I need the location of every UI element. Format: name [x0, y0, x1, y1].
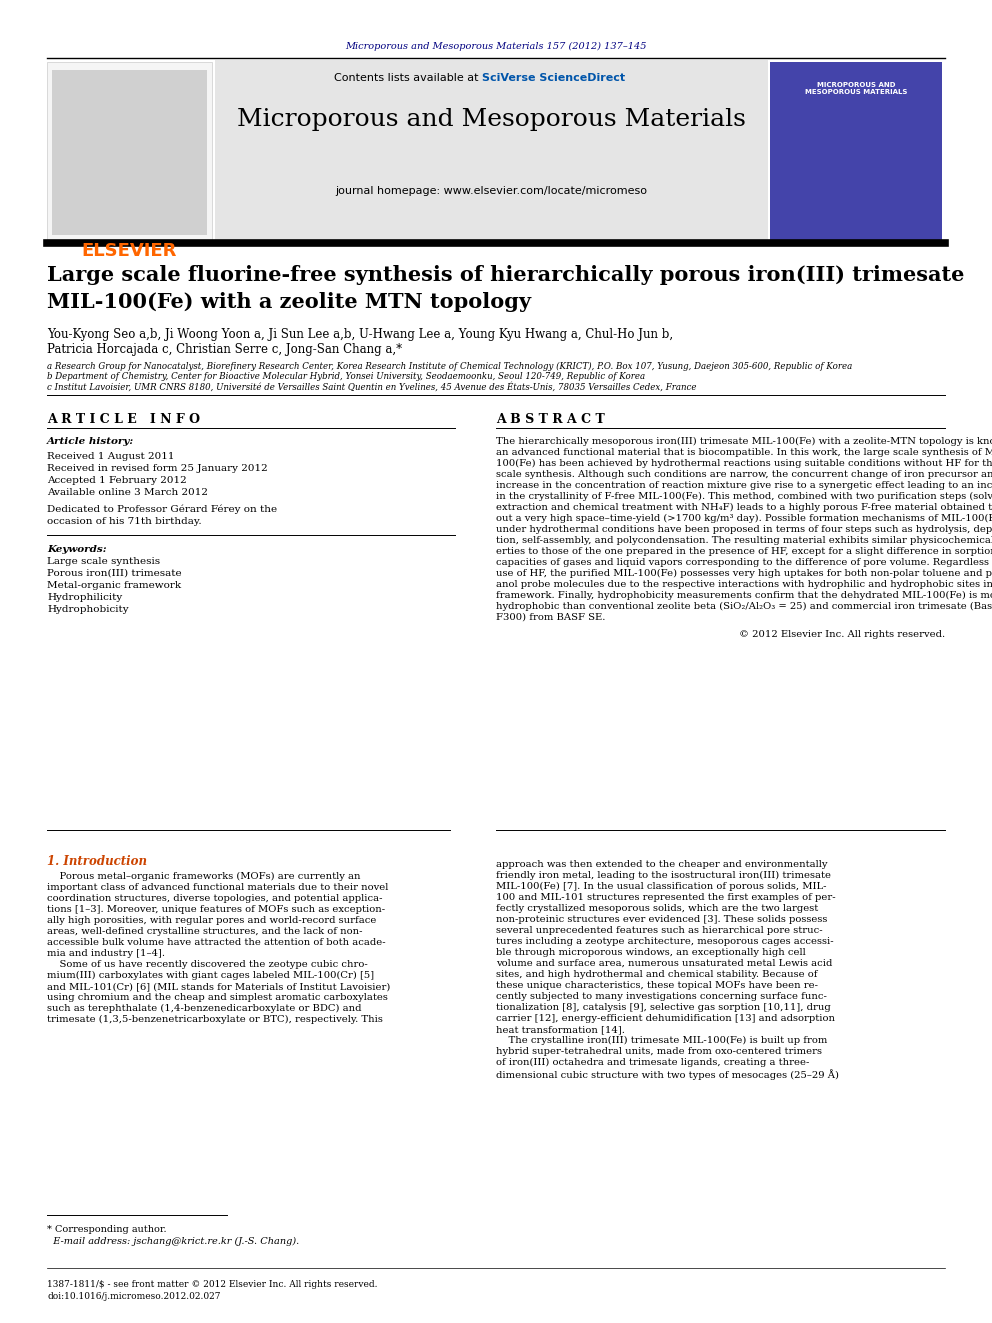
Text: a Research Group for Nanocatalyst, Biorefinery Research Center, Korea Research I: a Research Group for Nanocatalyst, Biore…: [47, 363, 852, 372]
Bar: [47, 62, 212, 239]
Text: occasion of his 71th birthday.: occasion of his 71th birthday.: [47, 517, 201, 527]
Text: scale synthesis. Although such conditions are narrow, the concurrent change of i: scale synthesis. Although such condition…: [496, 470, 992, 479]
Bar: [215, 60, 768, 242]
Text: such as terephthalate (1,4-benzenedicarboxylate or BDC) and: such as terephthalate (1,4-benzenedicarb…: [47, 1004, 361, 1013]
Text: several unprecedented features such as hierarchical pore struc-: several unprecedented features such as h…: [496, 926, 822, 935]
Text: framework. Finally, hydrophobicity measurements confirm that the dehydrated MIL-: framework. Finally, hydrophobicity measu…: [496, 591, 992, 601]
Text: Microporous and Mesoporous Materials: Microporous and Mesoporous Materials: [237, 108, 746, 131]
Text: The hierarchically mesoporous iron(III) trimesate MIL-100(Fe) with a zeolite-MTN: The hierarchically mesoporous iron(III) …: [496, 437, 992, 446]
Text: heat transformation [14].: heat transformation [14].: [496, 1025, 625, 1035]
Text: tions [1–3]. Moreover, unique features of MOFs such as exception-: tions [1–3]. Moreover, unique features o…: [47, 905, 385, 914]
Text: Hydrophobicity: Hydrophobicity: [47, 605, 129, 614]
Text: volume and surface area, numerous unsaturated metal Lewis acid: volume and surface area, numerous unsatu…: [496, 959, 832, 968]
Text: Keywords:: Keywords:: [47, 545, 106, 554]
Text: use of HF, the purified MIL-100(Fe) possesses very high uptakes for both non-pol: use of HF, the purified MIL-100(Fe) poss…: [496, 569, 992, 578]
Text: Received 1 August 2011: Received 1 August 2011: [47, 452, 175, 460]
Text: coordination structures, diverse topologies, and potential applica-: coordination structures, diverse topolog…: [47, 894, 383, 904]
Text: mium(III) carboxylates with giant cages labeled MIL-100(Cr) [5]: mium(III) carboxylates with giant cages …: [47, 971, 374, 980]
Text: MIL-100(Fe) [7]. In the usual classification of porous solids, MIL-: MIL-100(Fe) [7]. In the usual classifica…: [496, 882, 826, 892]
Text: mia and industry [1–4].: mia and industry [1–4].: [47, 949, 165, 958]
Text: cently subjected to many investigations concerning surface func-: cently subjected to many investigations …: [496, 992, 827, 1002]
Text: and MIL-101(Cr) [6] (MIL stands for Materials of Institut Lavoisier): and MIL-101(Cr) [6] (MIL stands for Mate…: [47, 982, 391, 991]
Text: 100 and MIL-101 structures represented the first examples of per-: 100 and MIL-101 structures represented t…: [496, 893, 835, 902]
Text: E-mail address: jschang@krict.re.kr (J.-S. Chang).: E-mail address: jschang@krict.re.kr (J.-…: [47, 1237, 300, 1246]
Text: 1. Introduction: 1. Introduction: [47, 855, 147, 868]
Text: Accepted 1 February 2012: Accepted 1 February 2012: [47, 476, 186, 486]
Text: The crystalline iron(III) trimesate MIL-100(Fe) is built up from: The crystalline iron(III) trimesate MIL-…: [496, 1036, 827, 1045]
Text: Article history:: Article history:: [47, 437, 134, 446]
Text: * Corresponding author.: * Corresponding author.: [47, 1225, 167, 1234]
Text: Hydrophilicity: Hydrophilicity: [47, 593, 122, 602]
Text: SciVerse ScienceDirect: SciVerse ScienceDirect: [481, 73, 625, 83]
Text: tion, self-assembly, and polycondensation. The resulting material exhibits simil: tion, self-assembly, and polycondensatio…: [496, 536, 992, 545]
Bar: [52, 70, 207, 235]
Text: You-Kyong Seo a,b, Ji Woong Yoon a, Ji Sun Lee a,b, U-Hwang Lee a, Young Kyu Hwa: You-Kyong Seo a,b, Ji Woong Yoon a, Ji S…: [47, 328, 674, 341]
Text: tures including a zeotype architecture, mesoporous cages accessi-: tures including a zeotype architecture, …: [496, 937, 833, 946]
Text: an advanced functional material that is biocompatible. In this work, the large s: an advanced functional material that is …: [496, 448, 992, 456]
Text: Patricia Horcajada c, Christian Serre c, Jong-San Chang a,*: Patricia Horcajada c, Christian Serre c,…: [47, 343, 402, 356]
Text: ble through microporous windows, an exceptionally high cell: ble through microporous windows, an exce…: [496, 949, 806, 957]
Text: Contents lists available at: Contents lists available at: [333, 73, 481, 83]
Text: carrier [12], energy-efficient dehumidification [13] and adsorption: carrier [12], energy-efficient dehumidif…: [496, 1013, 835, 1023]
Text: Received in revised form 25 January 2012: Received in revised form 25 January 2012: [47, 464, 268, 474]
Text: ally high porosities, with regular pores and world-record surface: ally high porosities, with regular pores…: [47, 916, 376, 925]
Text: hybrid super-tetrahedral units, made from oxo-centered trimers: hybrid super-tetrahedral units, made fro…: [496, 1046, 822, 1056]
Text: Microporous and Mesoporous Materials 157 (2012) 137–145: Microporous and Mesoporous Materials 157…: [345, 42, 647, 52]
Bar: [770, 62, 942, 239]
Text: these unique characteristics, these topical MOFs have been re-: these unique characteristics, these topi…: [496, 980, 818, 990]
Text: capacities of gases and liquid vapors corresponding to the difference of pore vo: capacities of gases and liquid vapors co…: [496, 558, 992, 568]
Text: important class of advanced functional materials due to their novel: important class of advanced functional m…: [47, 882, 389, 892]
Text: journal homepage: www.elsevier.com/locate/micromeso: journal homepage: www.elsevier.com/locat…: [335, 187, 648, 196]
Text: approach was then extended to the cheaper and environmentally: approach was then extended to the cheape…: [496, 860, 827, 869]
Text: doi:10.1016/j.micromeso.2012.02.027: doi:10.1016/j.micromeso.2012.02.027: [47, 1293, 220, 1301]
Text: under hydrothermal conditions have been proposed in terms of four steps such as : under hydrothermal conditions have been …: [496, 525, 992, 534]
Text: c Institut Lavoisier, UMR CNRS 8180, Université de Versailles Saint Quentin en Y: c Institut Lavoisier, UMR CNRS 8180, Uni…: [47, 382, 696, 392]
Text: tionalization [8], catalysis [9], selective gas sorption [10,11], drug: tionalization [8], catalysis [9], select…: [496, 1003, 830, 1012]
Text: F300) from BASF SE.: F300) from BASF SE.: [496, 613, 605, 622]
Text: © 2012 Elsevier Inc. All rights reserved.: © 2012 Elsevier Inc. All rights reserved…: [739, 630, 945, 639]
Text: hydrophobic than conventional zeolite beta (SiO₂/Al₂O₃ = 25) and commercial iron: hydrophobic than conventional zeolite be…: [496, 602, 992, 611]
Text: MIL-100(Fe) with a zeolite MTN topology: MIL-100(Fe) with a zeolite MTN topology: [47, 292, 531, 312]
Text: Large scale synthesis: Large scale synthesis: [47, 557, 160, 566]
Text: MICROPOROUS AND
MESOPOROUS MATERIALS: MICROPOROUS AND MESOPOROUS MATERIALS: [805, 82, 908, 95]
Text: Dedicated to Professor Gérard Férey on the: Dedicated to Professor Gérard Férey on t…: [47, 505, 277, 515]
Text: Porous iron(III) trimesate: Porous iron(III) trimesate: [47, 569, 182, 578]
Text: non-proteinic structures ever evidenced [3]. These solids possess: non-proteinic structures ever evidenced …: [496, 916, 827, 923]
Text: friendly iron metal, leading to the isostructural iron(III) trimesate: friendly iron metal, leading to the isos…: [496, 871, 831, 880]
Text: Some of us have recently discovered the zeotype cubic chro-: Some of us have recently discovered the …: [47, 960, 368, 968]
Text: ELSEVIER: ELSEVIER: [81, 242, 177, 261]
Text: increase in the concentration of reaction mixture give rise to a synergetic effe: increase in the concentration of reactio…: [496, 482, 992, 490]
Text: A R T I C L E   I N F O: A R T I C L E I N F O: [47, 413, 200, 426]
Text: sites, and high hydrothermal and chemical stability. Because of: sites, and high hydrothermal and chemica…: [496, 970, 817, 979]
Text: 1387-1811/$ - see front matter © 2012 Elsevier Inc. All rights reserved.: 1387-1811/$ - see front matter © 2012 El…: [47, 1279, 378, 1289]
Text: accessible bulk volume have attracted the attention of both acade-: accessible bulk volume have attracted th…: [47, 938, 386, 947]
Text: out a very high space–time-yield (>1700 kg/m³ day). Possible formation mechanism: out a very high space–time-yield (>1700 …: [496, 515, 992, 523]
Text: dimensional cubic structure with two types of mesocages (25–29 Å): dimensional cubic structure with two typ…: [496, 1069, 839, 1080]
Text: Porous metal–organic frameworks (MOFs) are currently an: Porous metal–organic frameworks (MOFs) a…: [47, 872, 360, 881]
Text: trimesate (1,3,5-benzenetricarboxylate or BTC), respectively. This: trimesate (1,3,5-benzenetricarboxylate o…: [47, 1015, 383, 1024]
Text: areas, well-defined crystalline structures, and the lack of non-: areas, well-defined crystalline structur…: [47, 927, 362, 935]
Text: using chromium and the cheap and simplest aromatic carboxylates: using chromium and the cheap and simples…: [47, 994, 388, 1002]
Text: extraction and chemical treatment with NH₄F) leads to a highly porous F-free mat: extraction and chemical treatment with N…: [496, 503, 992, 512]
Text: of iron(III) octahedra and trimesate ligands, creating a three-: of iron(III) octahedra and trimesate lig…: [496, 1058, 809, 1068]
Text: b Department of Chemistry, Center for Bioactive Molecular Hybrid, Yonsei Univers: b Department of Chemistry, Center for Bi…: [47, 372, 645, 381]
Text: fectly crystallized mesoporous solids, which are the two largest: fectly crystallized mesoporous solids, w…: [496, 904, 818, 913]
Text: anol probe molecules due to the respective interactions with hydrophilic and hyd: anol probe molecules due to the respecti…: [496, 579, 992, 589]
Text: 100(Fe) has been achieved by hydrothermal reactions using suitable conditions wi: 100(Fe) has been achieved by hydrotherma…: [496, 459, 992, 468]
Text: A B S T R A C T: A B S T R A C T: [496, 413, 605, 426]
Text: Available online 3 March 2012: Available online 3 March 2012: [47, 488, 208, 497]
Text: erties to those of the one prepared in the presence of HF, except for a slight d: erties to those of the one prepared in t…: [496, 546, 992, 556]
Text: Metal-organic framework: Metal-organic framework: [47, 581, 182, 590]
Text: Large scale fluorine-free synthesis of hierarchically porous iron(III) trimesate: Large scale fluorine-free synthesis of h…: [47, 265, 964, 284]
Text: in the crystallinity of F-free MIL-100(Fe). This method, combined with two purif: in the crystallinity of F-free MIL-100(F…: [496, 492, 992, 501]
